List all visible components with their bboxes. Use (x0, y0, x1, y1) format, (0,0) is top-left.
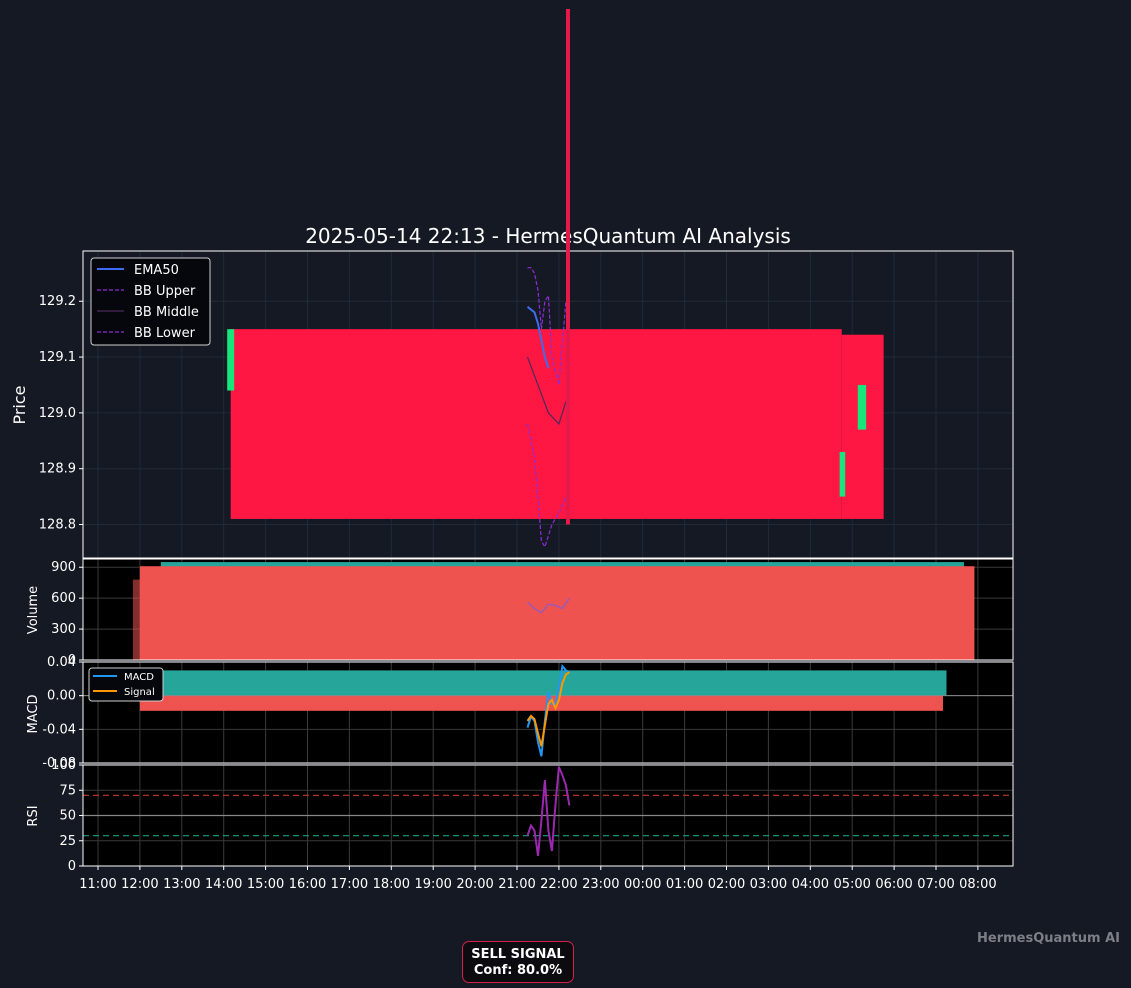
x-tick-label: 17:00 (331, 877, 368, 892)
x-tick-label: 14:00 (205, 877, 242, 892)
x-tick-label: 00:00 (624, 877, 661, 892)
x-tick-label: 21:00 (498, 877, 535, 892)
y-axis-label: RSI (26, 805, 41, 826)
panel-border (82, 661, 1014, 764)
series-line-ema50 (526, 306, 550, 369)
y-axis-label: Price (10, 385, 29, 424)
y-tick-label: 900 (51, 560, 76, 575)
y-tick-label: 128.8 (39, 518, 76, 533)
y-tick-label: 0.00 (47, 689, 76, 704)
x-axis: 11:00 12:00 13:00 14:00 15:00 16:00 17:00 18:00… (79, 866, 997, 892)
candle-body-bull (857, 384, 867, 430)
series-line-bb-middle (526, 356, 567, 426)
legend-label: BB Lower (134, 326, 196, 341)
legend-label: Signal (124, 687, 155, 698)
y-axis-label: MACD (26, 695, 41, 734)
chart-title: 2025-05-14 22:13 - HermesQuantum AI Anal… (305, 224, 791, 248)
candle-body-bull (839, 451, 846, 497)
y-tick-label: 0 (68, 859, 76, 874)
y-tick-label: 300 (51, 622, 76, 637)
legend: MACD Signal (88, 667, 164, 702)
x-tick-label: 03:00 (750, 877, 787, 892)
macd-histogram-bar (139, 695, 943, 711)
signal-confidence: Conf: 80.0% (473, 963, 563, 978)
y-tick-label: 129.1 (39, 350, 76, 365)
x-tick-label: 15:00 (247, 877, 284, 892)
series-line-rsi (526, 766, 571, 857)
panel-border (82, 764, 1014, 867)
x-tick-label: 06:00 (875, 877, 912, 892)
x-tick-label: 13:00 (163, 877, 200, 892)
signal-badge: SELL SIGNAL Conf: 80.0% (462, 941, 574, 983)
x-tick-label: 04:00 (792, 877, 829, 892)
legend-label: MACD (124, 672, 154, 683)
y-tick-label: 50 (59, 809, 76, 824)
y-tick-label: -0.08 (42, 756, 76, 771)
y-tick-label: 100 (51, 758, 76, 773)
x-tick-label: 16:00 (289, 877, 326, 892)
panel-price: 128.8 128.9 129.0 129.1 129.2 Price EMA50 BB Up… (10, 250, 1014, 559)
x-tick-label: 20:00 (456, 877, 493, 892)
x-tick-label: 22:00 (540, 877, 577, 892)
legend-label: BB Middle (134, 305, 199, 320)
y-tick-label: 129.0 (39, 406, 76, 421)
panel-border (82, 250, 1014, 559)
legend-label: EMA50 (134, 263, 179, 278)
x-tick-label: 12:00 (121, 877, 158, 892)
y-tick-label: 25 (59, 834, 76, 849)
panel-rsi: 0 25 50 75 100 RSI (26, 758, 1014, 874)
series-line-bb-upper (527, 267, 567, 386)
panel-border (82, 558, 1014, 661)
panel-macd: -0.08 -0.04 0.00 0.04 MACD MACD Signal (26, 655, 1014, 771)
watermark: HermesQuantum AI (977, 931, 1120, 946)
y-tick-label: 0 (68, 653, 76, 668)
series-line-bb-lower (526, 423, 567, 549)
series-line-volume-ma (527, 597, 571, 614)
x-tick-label: 11:00 (79, 877, 116, 892)
y-tick-label: 0.04 (47, 655, 76, 670)
x-tick-label: 08:00 (959, 877, 996, 892)
candle-body-bull (227, 329, 235, 391)
volume-bar (139, 566, 975, 660)
x-tick-label: 07:00 (917, 877, 954, 892)
legend-label: BB Upper (134, 284, 196, 299)
signal-label: SELL SIGNAL (471, 947, 565, 962)
legend: EMA50 BB Upper BB Middle BB Lower (90, 257, 211, 346)
legend-box (90, 257, 211, 346)
macd-histogram-bar (139, 670, 947, 696)
y-tick-label: 129.2 (39, 294, 76, 309)
chart-figure: 2025-05-14 22:13 - HermesQuantum AI Anal… (10, 9, 1014, 892)
series-line-signal (526, 671, 570, 747)
panel-volume: 0 300 600 900 Volume (26, 558, 1014, 668)
x-tick-label: 18:00 (373, 877, 410, 892)
x-tick-label: 02:00 (708, 877, 745, 892)
y-tick-label: 600 (51, 591, 76, 606)
x-tick-label: 19:00 (414, 877, 451, 892)
y-tick-label: 128.9 (39, 462, 76, 477)
y-axis-label: Volume (26, 586, 41, 634)
x-tick-label: 23:00 (582, 877, 619, 892)
y-tick-label: 75 (59, 783, 76, 798)
x-tick-label: 01:00 (666, 877, 703, 892)
candle-body (230, 329, 842, 519)
x-tick-label: 05:00 (833, 877, 870, 892)
y-tick-label: -0.04 (42, 722, 76, 737)
